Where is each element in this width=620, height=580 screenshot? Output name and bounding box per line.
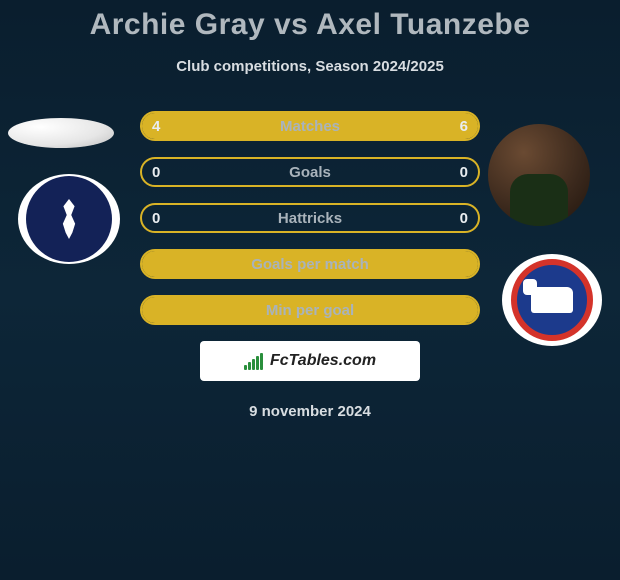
stat-row: Goals per match [140, 249, 480, 279]
stat-bar [140, 295, 480, 325]
stat-bar [140, 249, 480, 279]
stat-bar [140, 111, 480, 141]
stat-bar [140, 157, 480, 187]
stat-row: Matches46 [140, 111, 480, 141]
brand-text: FcTables.com [270, 352, 376, 370]
stat-row: Goals00 [140, 157, 480, 187]
page-title: Archie Gray vs Axel Tuanzebe [0, 8, 620, 42]
stat-bar [140, 203, 480, 233]
stat-bar-right-fill [276, 113, 478, 139]
stat-row: Hattricks00 [140, 203, 480, 233]
date-text: 9 november 2024 [0, 403, 620, 420]
fctables-logo-icon [244, 353, 263, 370]
stats-area: Matches46 Goals00 Hattricks00 Goals per mat… [0, 111, 620, 325]
stat-bar-left-fill [142, 297, 478, 323]
subtitle: Club competitions, Season 2024/2025 [0, 58, 620, 75]
brand-box: FcTables.com [200, 341, 420, 381]
stat-bar-left-fill [142, 113, 276, 139]
stat-bar-left-fill [142, 251, 478, 277]
stat-row: Min per goal [140, 295, 480, 325]
